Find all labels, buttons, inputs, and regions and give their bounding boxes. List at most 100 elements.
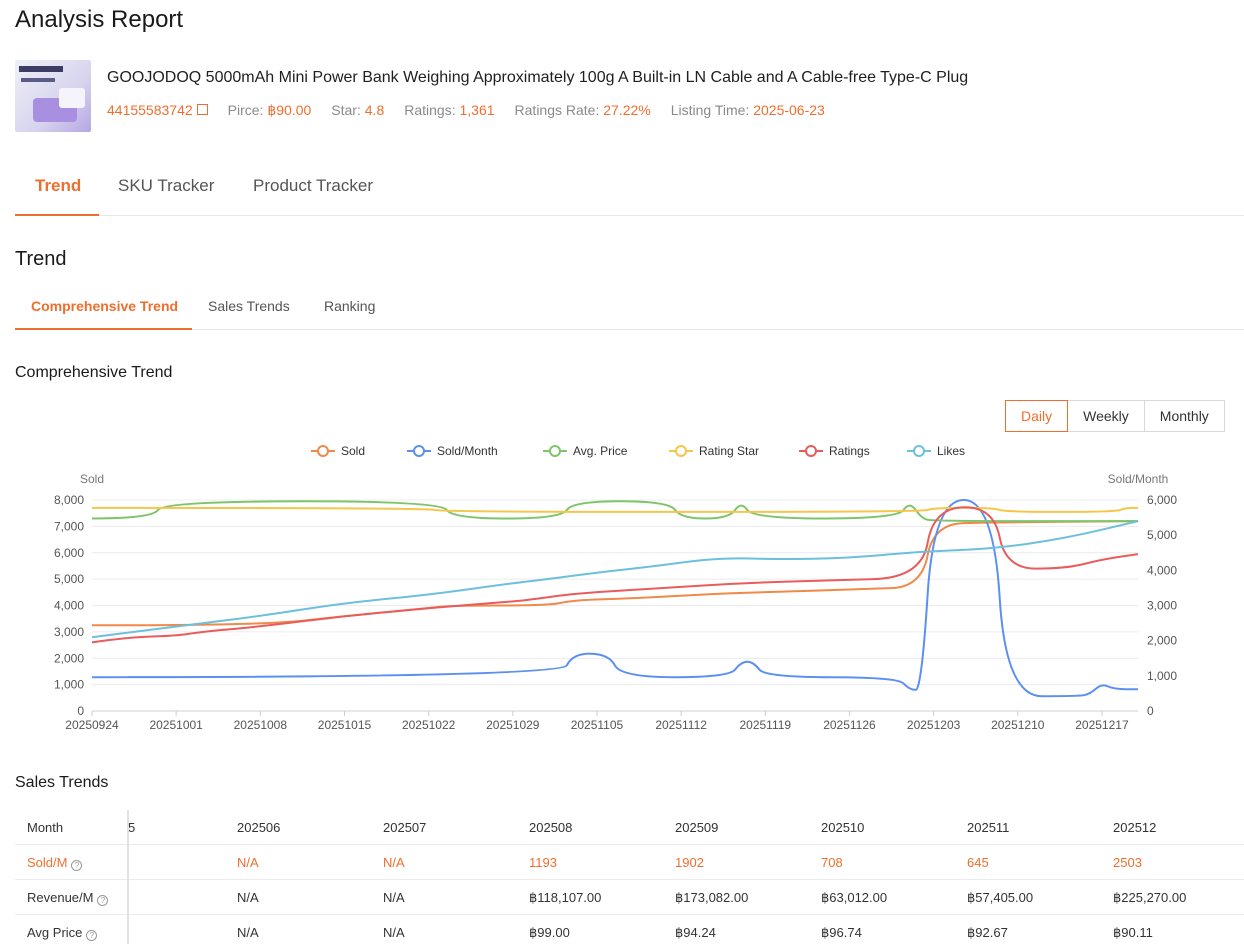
table-cell: ฿118,107.00 <box>529 890 602 905</box>
x-tick-label: 20251203 <box>907 718 961 732</box>
header-month-cell: 202510 <box>821 820 865 835</box>
x-tick-label: 20251105 <box>571 718 624 732</box>
product-ratings: Ratings: 1,361 <box>404 102 495 118</box>
header-month-cell: 202506 <box>237 820 281 835</box>
legend-marker-ratings <box>805 445 817 457</box>
table-column-divider <box>127 810 129 944</box>
page-title: Analysis Report <box>15 6 184 33</box>
table-cell: ฿99.00 <box>529 925 570 940</box>
legend-label-sold: Sold <box>341 444 365 458</box>
daily-button[interactable]: Daily <box>1005 400 1069 432</box>
external-link-icon[interactable] <box>196 104 208 115</box>
help-icon[interactable]: ? <box>97 895 109 906</box>
granularity-toggle: Daily Weekly Monthly <box>1005 400 1225 432</box>
y-tick-left: 3,000 <box>54 625 84 639</box>
header-month-cell: 202512 <box>1113 820 1157 835</box>
legend-marker-likes <box>913 445 925 457</box>
y-tick-left: 0 <box>77 704 84 718</box>
product-name[interactable]: GOOJODOQ 5000mAh Mini Power Bank Weighin… <box>107 69 969 86</box>
sales-trends-title: Sales Trends <box>15 774 109 791</box>
product-id-link[interactable]: 44155583742 <box>107 102 208 119</box>
table-cell: ฿90.11 <box>1113 925 1153 940</box>
table-cell: 645 <box>967 855 989 870</box>
table-cell: ฿96.74 <box>821 925 862 940</box>
tab-trend[interactable]: Trend <box>35 176 82 195</box>
chart-section-title: Comprehensive Trend <box>15 364 173 381</box>
legend-label-ratings: Ratings <box>829 444 870 458</box>
y-tick-left: 6,000 <box>54 546 84 560</box>
product-thumbnail[interactable] <box>15 60 91 132</box>
x-tick-label: 20251022 <box>402 718 456 732</box>
y-axis-label-right: Sold/Month <box>1108 472 1169 486</box>
table-cell: 2503 <box>1113 855 1142 870</box>
monthly-button[interactable]: Monthly <box>1143 400 1225 432</box>
y-tick-left: 7,000 <box>54 519 84 533</box>
table-row-revenue: Revenue/M? N/A N/A ฿118,107.00 ฿173,082.… <box>15 880 1244 915</box>
table-cell: ฿94.24 <box>675 925 716 940</box>
legend-label-rating-star: Rating Star <box>699 444 759 458</box>
sub-tabs: Comprehensive Trend Sales Trends Ranking <box>15 288 1244 330</box>
series-line-avg-price <box>91 500 1138 523</box>
header-clipped-month: 5 <box>128 820 136 835</box>
legend-marker-sold <box>317 445 329 457</box>
product-summary: GOOJODOQ 5000mAh Mini Power Bank Weighin… <box>15 56 1235 136</box>
y-tick-right: 4,000 <box>1147 563 1177 577</box>
x-tick-label: 20251210 <box>991 718 1045 732</box>
product-star: Star: 4.8 <box>331 102 385 118</box>
y-tick-right: 6,000 <box>1147 493 1177 507</box>
y-tick-left: 5,000 <box>54 572 84 586</box>
comprehensive-trend-chart[interactable]: 0 1,000 2,000 3,000 4,000 5,000 6,000 7,000 8,00… <box>0 440 1244 740</box>
y-tick-left: 2,000 <box>54 651 84 665</box>
header-month-cell: 202507 <box>383 820 427 835</box>
legend-marker-sold-month <box>413 445 425 457</box>
table-cell: N/A <box>237 890 259 905</box>
active-tab-indicator <box>15 214 99 216</box>
table-cell: 1902 <box>675 855 704 870</box>
tab-sales-trends[interactable]: Sales Trends <box>208 298 290 314</box>
row-label-revenue: Revenue/M? <box>27 890 109 906</box>
help-icon[interactable]: ? <box>86 930 98 941</box>
table-cell: ฿225,270.00 <box>1113 890 1187 905</box>
series-line-rating-star <box>91 506 1138 513</box>
x-tick-label: 20250924 <box>65 718 119 732</box>
product-price: Pirce: ฿90.00 <box>227 102 312 118</box>
header-month-cell: 202511 <box>967 820 1010 835</box>
table-cell: N/A <box>383 890 405 905</box>
y-tick-left: 8,000 <box>54 493 84 507</box>
table-cell: N/A <box>237 925 259 940</box>
x-tick-label: 20251119 <box>739 718 791 732</box>
active-subtab-indicator <box>15 328 192 330</box>
weekly-button[interactable]: Weekly <box>1067 400 1145 432</box>
y-tick-left: 1,000 <box>54 678 84 692</box>
product-ratings-rate: Ratings Rate: 27.22% <box>514 102 651 118</box>
table-cell: 1193 <box>529 855 557 870</box>
y-tick-right: 3,000 <box>1147 599 1177 613</box>
x-tick-label: 20251015 <box>318 718 372 732</box>
table-cell: ฿173,082.00 <box>675 890 749 905</box>
tab-comprehensive-trend[interactable]: Comprehensive Trend <box>31 298 179 314</box>
table-cell: ฿92.67 <box>967 925 1008 940</box>
table-cell: N/A <box>383 855 405 870</box>
product-listing-time: Listing Time: 2025-06-23 <box>670 102 825 118</box>
table-cell: ฿57,405.00 <box>967 890 1034 905</box>
header-month-cell: 202508 <box>529 820 573 835</box>
tab-sku-tracker[interactable]: SKU Tracker <box>118 176 215 195</box>
tab-product-tracker[interactable]: Product Tracker <box>253 176 373 195</box>
x-tick-label: 20251001 <box>149 718 203 732</box>
tab-ranking[interactable]: Ranking <box>324 298 376 314</box>
legend-marker-avg-price <box>549 445 561 457</box>
row-label-sold: Sold/M? <box>27 855 83 871</box>
legend-marker-rating-star <box>675 445 687 457</box>
y-tick-right: 0 <box>1147 704 1154 718</box>
product-meta: 44155583742 Pirce: ฿90.00 Star: 4.8 Rati… <box>107 102 845 119</box>
main-tabs: Trend SKU Tracker Product Tracker <box>15 160 1244 216</box>
x-tick-label: 20251126 <box>823 718 876 732</box>
y-axis-label-left: Sold <box>80 472 104 486</box>
y-tick-left: 4,000 <box>54 599 84 613</box>
help-icon[interactable]: ? <box>71 860 83 871</box>
header-month: Month <box>27 820 64 835</box>
table-cell: ฿63,012.00 <box>821 890 888 905</box>
table-cell: 708 <box>821 855 843 870</box>
header-month-cell: 202509 <box>675 820 719 835</box>
x-tick-label: 20251217 <box>1075 718 1129 732</box>
